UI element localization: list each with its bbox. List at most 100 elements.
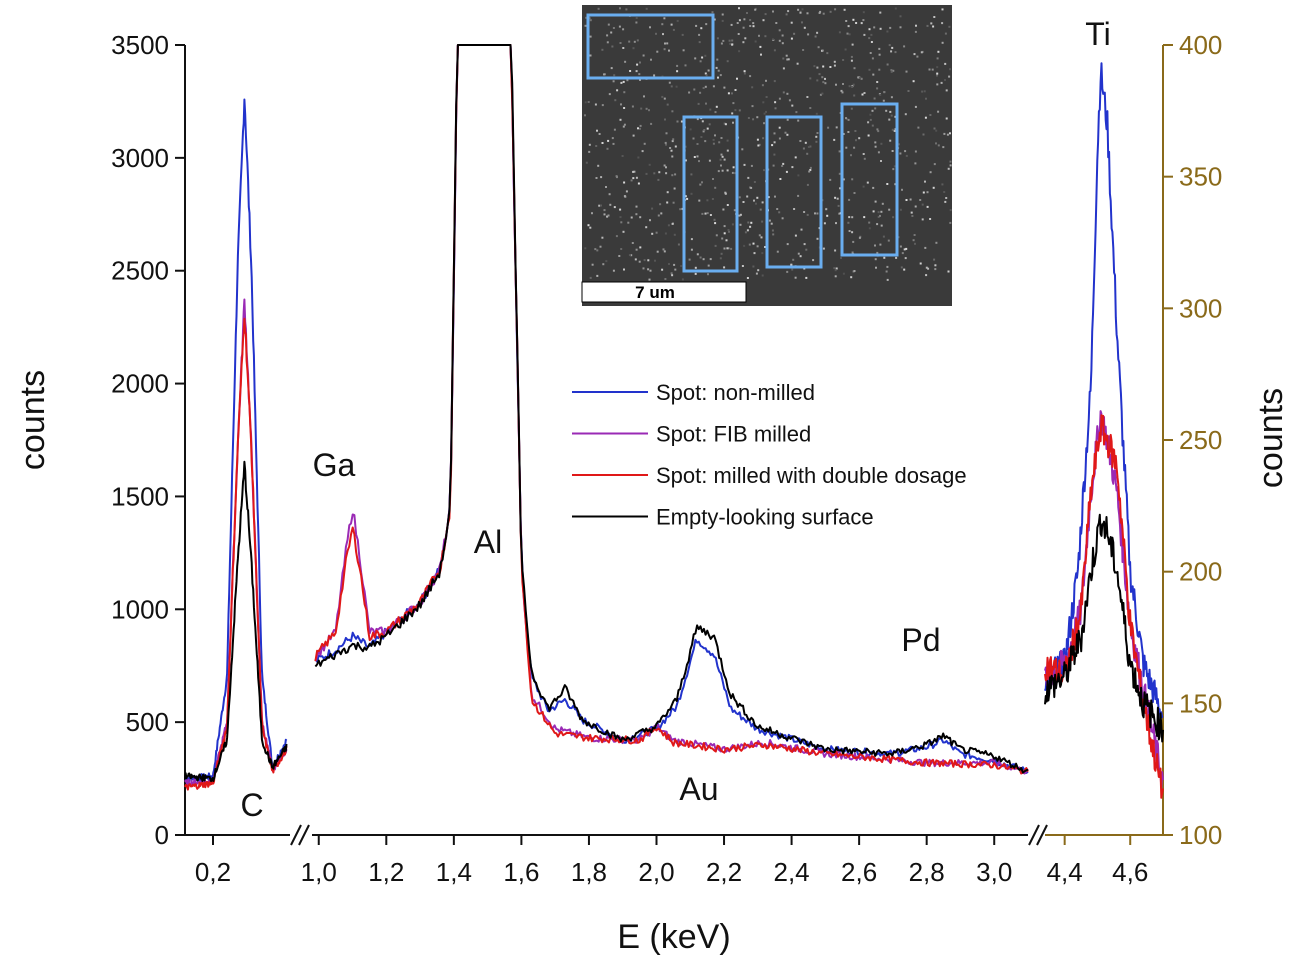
inset-pixel xyxy=(603,213,606,216)
inset-pixel xyxy=(702,130,705,133)
inset-pixel xyxy=(675,85,678,88)
inset-pixel xyxy=(631,242,634,244)
inset-pixel xyxy=(709,258,712,261)
inset-pixel xyxy=(584,24,587,27)
inset-pixel xyxy=(799,140,802,142)
inset-pixel xyxy=(637,182,640,185)
inset-pixel xyxy=(653,74,656,77)
series-line xyxy=(184,460,288,783)
inset-pixel xyxy=(643,142,646,145)
inset-pixel xyxy=(758,234,761,237)
inset-pixel xyxy=(773,49,776,52)
inset-pixel xyxy=(626,79,629,82)
inset-pixel xyxy=(891,128,894,131)
inset-pixel xyxy=(598,133,601,135)
inset-pixel xyxy=(870,41,873,43)
inset-pixel xyxy=(723,247,726,250)
inset-pixel xyxy=(731,39,734,42)
inset-pixel xyxy=(791,104,794,107)
element-label: Pd xyxy=(901,622,940,658)
inset-pixel xyxy=(846,32,849,35)
inset-pixel xyxy=(588,150,591,153)
inset-pixel xyxy=(877,130,880,133)
inset-pixel xyxy=(886,183,889,185)
inset-pixel xyxy=(786,92,789,95)
inset-pixel xyxy=(588,143,591,146)
inset-pixel xyxy=(708,123,711,126)
inset-pixel xyxy=(670,272,673,275)
inset-pixel xyxy=(914,105,917,108)
inset-pixel xyxy=(794,234,797,237)
inset-pixel xyxy=(599,245,602,248)
inset-pixel xyxy=(701,181,703,184)
inset-pixel xyxy=(622,80,625,83)
inset-pixel xyxy=(697,102,700,105)
inset-pixel xyxy=(892,69,895,72)
inset-pixel xyxy=(904,150,907,153)
inset-pixel xyxy=(862,153,865,155)
inset-pixel xyxy=(684,195,687,198)
inset-pixel xyxy=(878,68,881,71)
inset-pixel xyxy=(868,221,871,224)
inset-pixel xyxy=(630,179,633,182)
inset-pixel xyxy=(851,43,854,46)
inset-pixel xyxy=(838,172,841,175)
inset-pixel xyxy=(907,90,910,92)
inset-pixel xyxy=(905,154,908,157)
inset-pixel xyxy=(764,246,767,248)
inset-pixel xyxy=(943,132,946,135)
axis-break-mark xyxy=(1036,824,1048,846)
inset-pixel xyxy=(618,25,621,28)
inset-pixel xyxy=(842,59,845,61)
inset-pixel xyxy=(945,117,948,120)
inset-pixel xyxy=(923,90,926,93)
inset-pixel xyxy=(853,270,856,272)
inset-pixel xyxy=(753,252,756,255)
inset-pixel xyxy=(756,116,759,119)
inset-pixel xyxy=(639,246,642,249)
inset-pixel xyxy=(653,172,656,175)
inset-pixel xyxy=(840,257,842,259)
inset-pixel xyxy=(663,97,666,100)
inset-pixel xyxy=(816,66,819,69)
inset-pixel xyxy=(717,170,720,173)
inset-pixel xyxy=(853,67,856,70)
inset-pixel xyxy=(773,153,776,156)
inset-pixel xyxy=(761,201,764,204)
inset-pixel xyxy=(722,208,725,211)
inset-pixel xyxy=(701,120,704,123)
x-tick-label: 2,2 xyxy=(706,857,742,887)
inset-pixel xyxy=(705,23,708,26)
inset-pixel xyxy=(635,205,638,208)
inset-pixel xyxy=(704,85,707,88)
inset-pixel xyxy=(698,41,701,44)
inset-pixel xyxy=(809,166,812,169)
inset-pixel xyxy=(665,143,667,146)
inset-pixel xyxy=(927,267,930,270)
inset-pixel xyxy=(755,202,757,205)
inset-pixel xyxy=(838,31,841,34)
x-tick-label: 1,2 xyxy=(368,857,404,887)
inset-pixel xyxy=(719,158,722,161)
inset-pixel xyxy=(637,156,640,159)
inset-pixel xyxy=(651,207,654,210)
inset-pixel xyxy=(862,185,865,188)
inset-pixel xyxy=(853,146,856,149)
inset-pixel xyxy=(601,104,604,107)
inset-pixel xyxy=(922,133,925,136)
inset-pixel xyxy=(661,23,664,26)
inset-pixel xyxy=(714,186,717,189)
inset-pixel xyxy=(743,72,746,75)
inset-pixel xyxy=(698,199,701,202)
inset-pixel xyxy=(632,170,635,173)
inset-pixel xyxy=(704,54,707,57)
inset-pixel xyxy=(774,107,777,110)
inset-pixel xyxy=(612,142,615,145)
inset-pixel xyxy=(645,172,648,175)
inset-pixel xyxy=(941,8,944,11)
inset-pixel xyxy=(712,85,715,88)
inset-pixel xyxy=(730,247,733,250)
inset-pixel xyxy=(768,219,771,222)
inset-pixel xyxy=(926,191,929,194)
element-label: Al xyxy=(474,524,502,560)
